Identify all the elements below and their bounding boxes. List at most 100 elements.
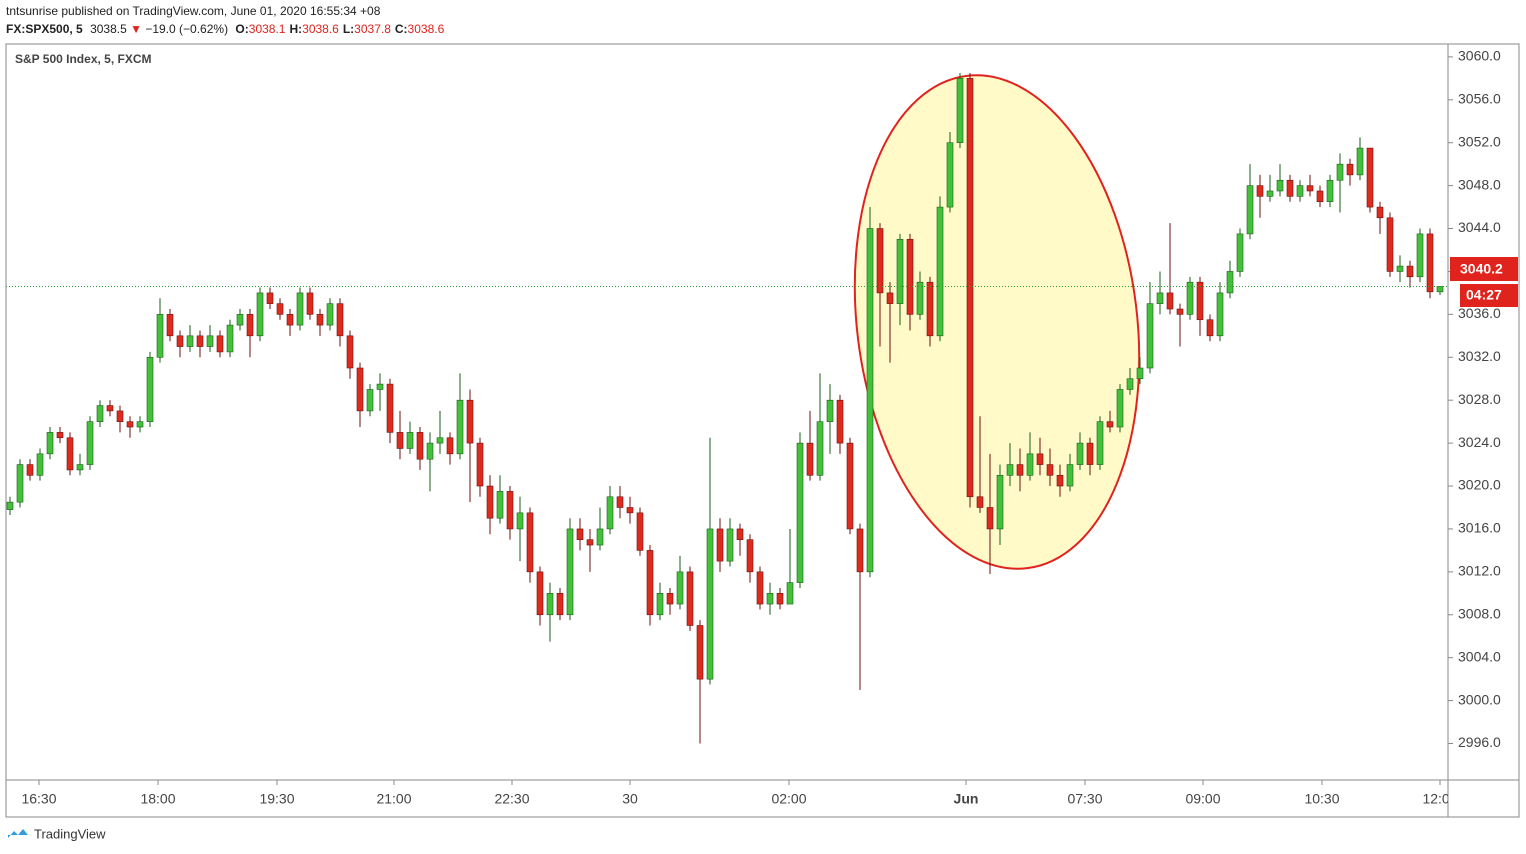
candle-body [496,491,504,519]
x-tick-label: 12:00 [1422,791,1457,807]
price-label-box [1450,257,1518,281]
x-tick-label: 22:30 [494,791,529,807]
candle-body [906,238,914,315]
candle-body [46,432,54,455]
candle-body [1176,308,1184,315]
candle-body [586,539,594,546]
y-tick-label: 3032.0 [1458,348,1501,364]
ohlc-label: H: [289,22,302,36]
candle-body [546,593,554,616]
candle-body [486,485,494,519]
candle-body [26,464,34,476]
candle-body [1156,292,1164,304]
countdown-box [1460,284,1518,307]
candle-body [96,405,104,422]
candle-body [56,432,64,439]
y-tick-label: 3020.0 [1458,477,1501,493]
candle-body [916,281,924,315]
candle-body [376,383,384,390]
change: −19.0 (−0.62%) [145,22,228,36]
x-tick-label: 09:00 [1185,791,1220,807]
countdown: 04:27 [1466,287,1502,303]
candle-body [1236,233,1244,272]
candle-body [396,432,404,449]
ohlc-label: L: [343,22,354,36]
candle-body [566,528,574,616]
y-tick-label: 3004.0 [1458,648,1501,664]
candle-body [646,550,654,616]
candle-body [1026,453,1034,476]
candle-body [676,571,684,605]
y-tick-label: 3048.0 [1458,176,1501,192]
candle-body [126,421,134,428]
candle-body [476,442,484,487]
candle-body [996,475,1004,530]
brand: TradingView [34,826,106,841]
candle-body [1306,185,1314,192]
candle-body [616,496,624,508]
ohlc-value: 3038.1 [249,22,286,36]
y-tick-label: 3016.0 [1458,520,1501,536]
candle-body [116,410,124,422]
candle-body [196,335,204,347]
candle-body [506,491,514,530]
candle-body [236,314,244,326]
candle-body [16,464,24,503]
candle-body [426,442,434,460]
candle-body [866,228,874,573]
candle-body [1016,464,1024,476]
x-tick-label: Jun [954,791,979,807]
candle-body [106,405,114,412]
candle-body [1436,286,1444,293]
candle-body [726,528,734,562]
candle-body [1416,233,1424,278]
candle-body [606,496,614,530]
x-tick-label: 02:00 [771,791,806,807]
candle-body [1366,147,1374,208]
candle-body [1166,292,1174,310]
candle-body [156,314,164,358]
candle-body [1046,464,1054,476]
candle-body [596,528,604,546]
y-tick-label: 3044.0 [1458,219,1501,235]
y-tick-label: 3024.0 [1458,434,1501,450]
candle-body [6,501,14,510]
y-tick-label: 3028.0 [1458,391,1501,407]
candle-body [886,292,894,304]
candle-body [556,593,564,616]
candle-body [266,292,274,304]
candle-body [626,507,634,514]
candle-body [1116,389,1124,428]
symbol-line: FX:SPX500, 5 3038.5 ▼ −19.0 (−0.62%) O:3… [6,22,445,36]
candle-body [386,383,394,433]
candle-body [1136,367,1144,380]
candle-body [526,512,534,573]
candle-body [436,437,444,444]
candle-body [846,442,854,530]
candle-body [276,303,284,315]
candle-body [186,335,194,347]
candle-body [1276,179,1284,192]
candle-body [296,292,304,326]
candle-body [636,512,644,551]
candle-body [1066,464,1074,487]
candle-body [666,593,674,605]
y-tick-label: 3000.0 [1458,691,1501,707]
candle-body [1076,442,1084,465]
candle-body [966,78,974,498]
candle-body [1396,265,1404,272]
time-axis: 16:30 18:00 19:30 21:00 22:30 30 02:00 Jun 07:30… [21,780,1457,807]
chart-frame [5,43,1520,818]
candle-body [1316,190,1324,203]
candle-body [1106,421,1114,428]
candle-body [1426,233,1434,293]
candle-body [1196,281,1204,321]
candle-body [536,571,544,616]
candle-body [1406,265,1414,278]
candle-body [1256,185,1264,197]
candle-body [1086,442,1094,465]
candle-body [756,571,764,605]
candle-body [946,142,954,208]
x-tick-label: 10:30 [1304,791,1339,807]
candle-body [736,528,744,540]
